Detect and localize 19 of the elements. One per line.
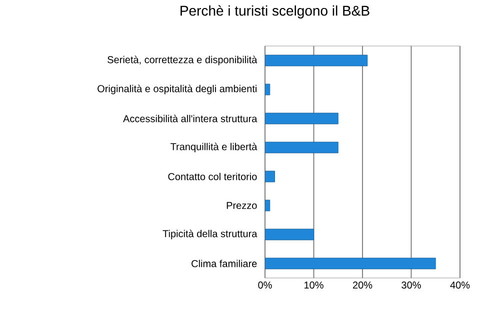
bar bbox=[265, 112, 338, 124]
y-tick-label: Accessibilità all'intera struttura bbox=[123, 114, 258, 122]
bar bbox=[265, 54, 368, 66]
y-tick-label: Originalità e ospitalità degli ambienti bbox=[98, 84, 256, 94]
chart-title: Perchè i turisti scelgono il B&B bbox=[180, 5, 370, 18]
y-tick-label: Prezzo bbox=[226, 202, 257, 209]
y-tick-label: Serietà, correttezza e disponibilità bbox=[108, 56, 258, 66]
y-tick-label: Tipicità della struttura bbox=[162, 230, 258, 240]
bar bbox=[265, 142, 338, 154]
y-tick-label: Tranquillità e libertà bbox=[170, 142, 258, 152]
x-tick-label: 30% bbox=[402, 282, 421, 289]
x-tick-label: 0% bbox=[258, 282, 272, 289]
bar bbox=[265, 228, 314, 240]
y-tick-label: Contatto col teritorio bbox=[168, 172, 257, 180]
y-tick-label: Clima familiare bbox=[192, 260, 257, 268]
bar bbox=[265, 258, 436, 270]
x-tick-label: 20% bbox=[352, 282, 372, 289]
x-tick-label: 40% bbox=[450, 282, 470, 289]
x-tick-label: 10% bbox=[304, 282, 324, 289]
